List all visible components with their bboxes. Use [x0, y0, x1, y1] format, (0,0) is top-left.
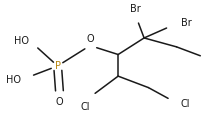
- Text: HO: HO: [6, 75, 21, 85]
- Text: Cl: Cl: [181, 99, 190, 109]
- Text: Cl: Cl: [81, 102, 90, 112]
- Text: Br: Br: [181, 18, 192, 28]
- Text: P: P: [55, 61, 61, 71]
- Text: HO: HO: [14, 36, 30, 45]
- Text: O: O: [56, 97, 64, 107]
- Text: Br: Br: [130, 4, 141, 14]
- Text: O: O: [86, 34, 94, 44]
